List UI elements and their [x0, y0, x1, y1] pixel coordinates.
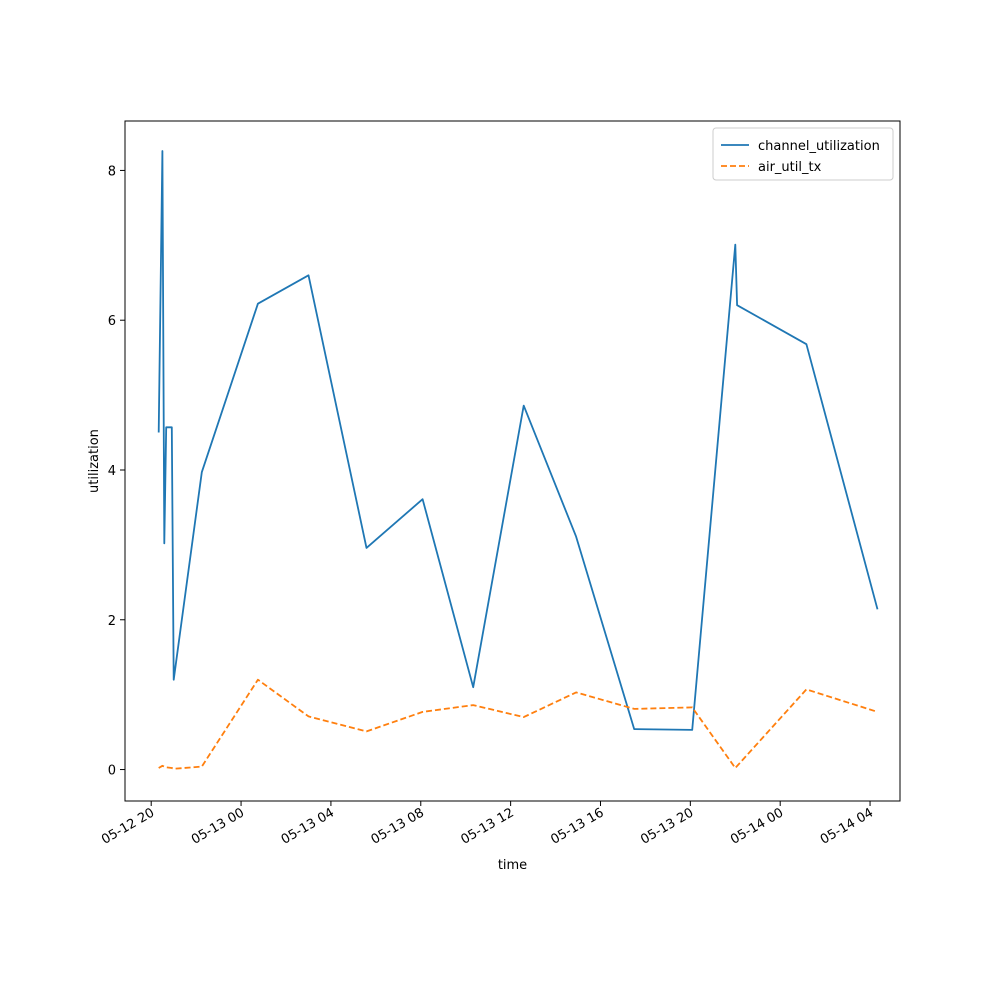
- legend: channel_utilization air_util_tx: [712, 127, 894, 181]
- y-tick-label: 0: [108, 764, 116, 779]
- legend-label: channel_utilization: [758, 139, 880, 154]
- y-axis: 0 2 4 6 8: [108, 164, 125, 779]
- series-line-channel-utilization: [157, 150, 879, 731]
- y-tick-label: 2: [108, 614, 116, 629]
- axes-frame: [124, 120, 901, 802]
- series-line-air-util-tx: [158, 678, 878, 770]
- y-tick-label: 8: [108, 164, 116, 179]
- y-axis-label: utilization: [87, 429, 102, 493]
- plot-lines: [157, 150, 879, 770]
- x-axis-label: time: [498, 858, 527, 873]
- y-tick-label: 6: [108, 314, 116, 329]
- y-tick-label: 4: [108, 464, 116, 479]
- legend-label: air_util_tx: [758, 160, 822, 175]
- legend-box: [712, 127, 894, 181]
